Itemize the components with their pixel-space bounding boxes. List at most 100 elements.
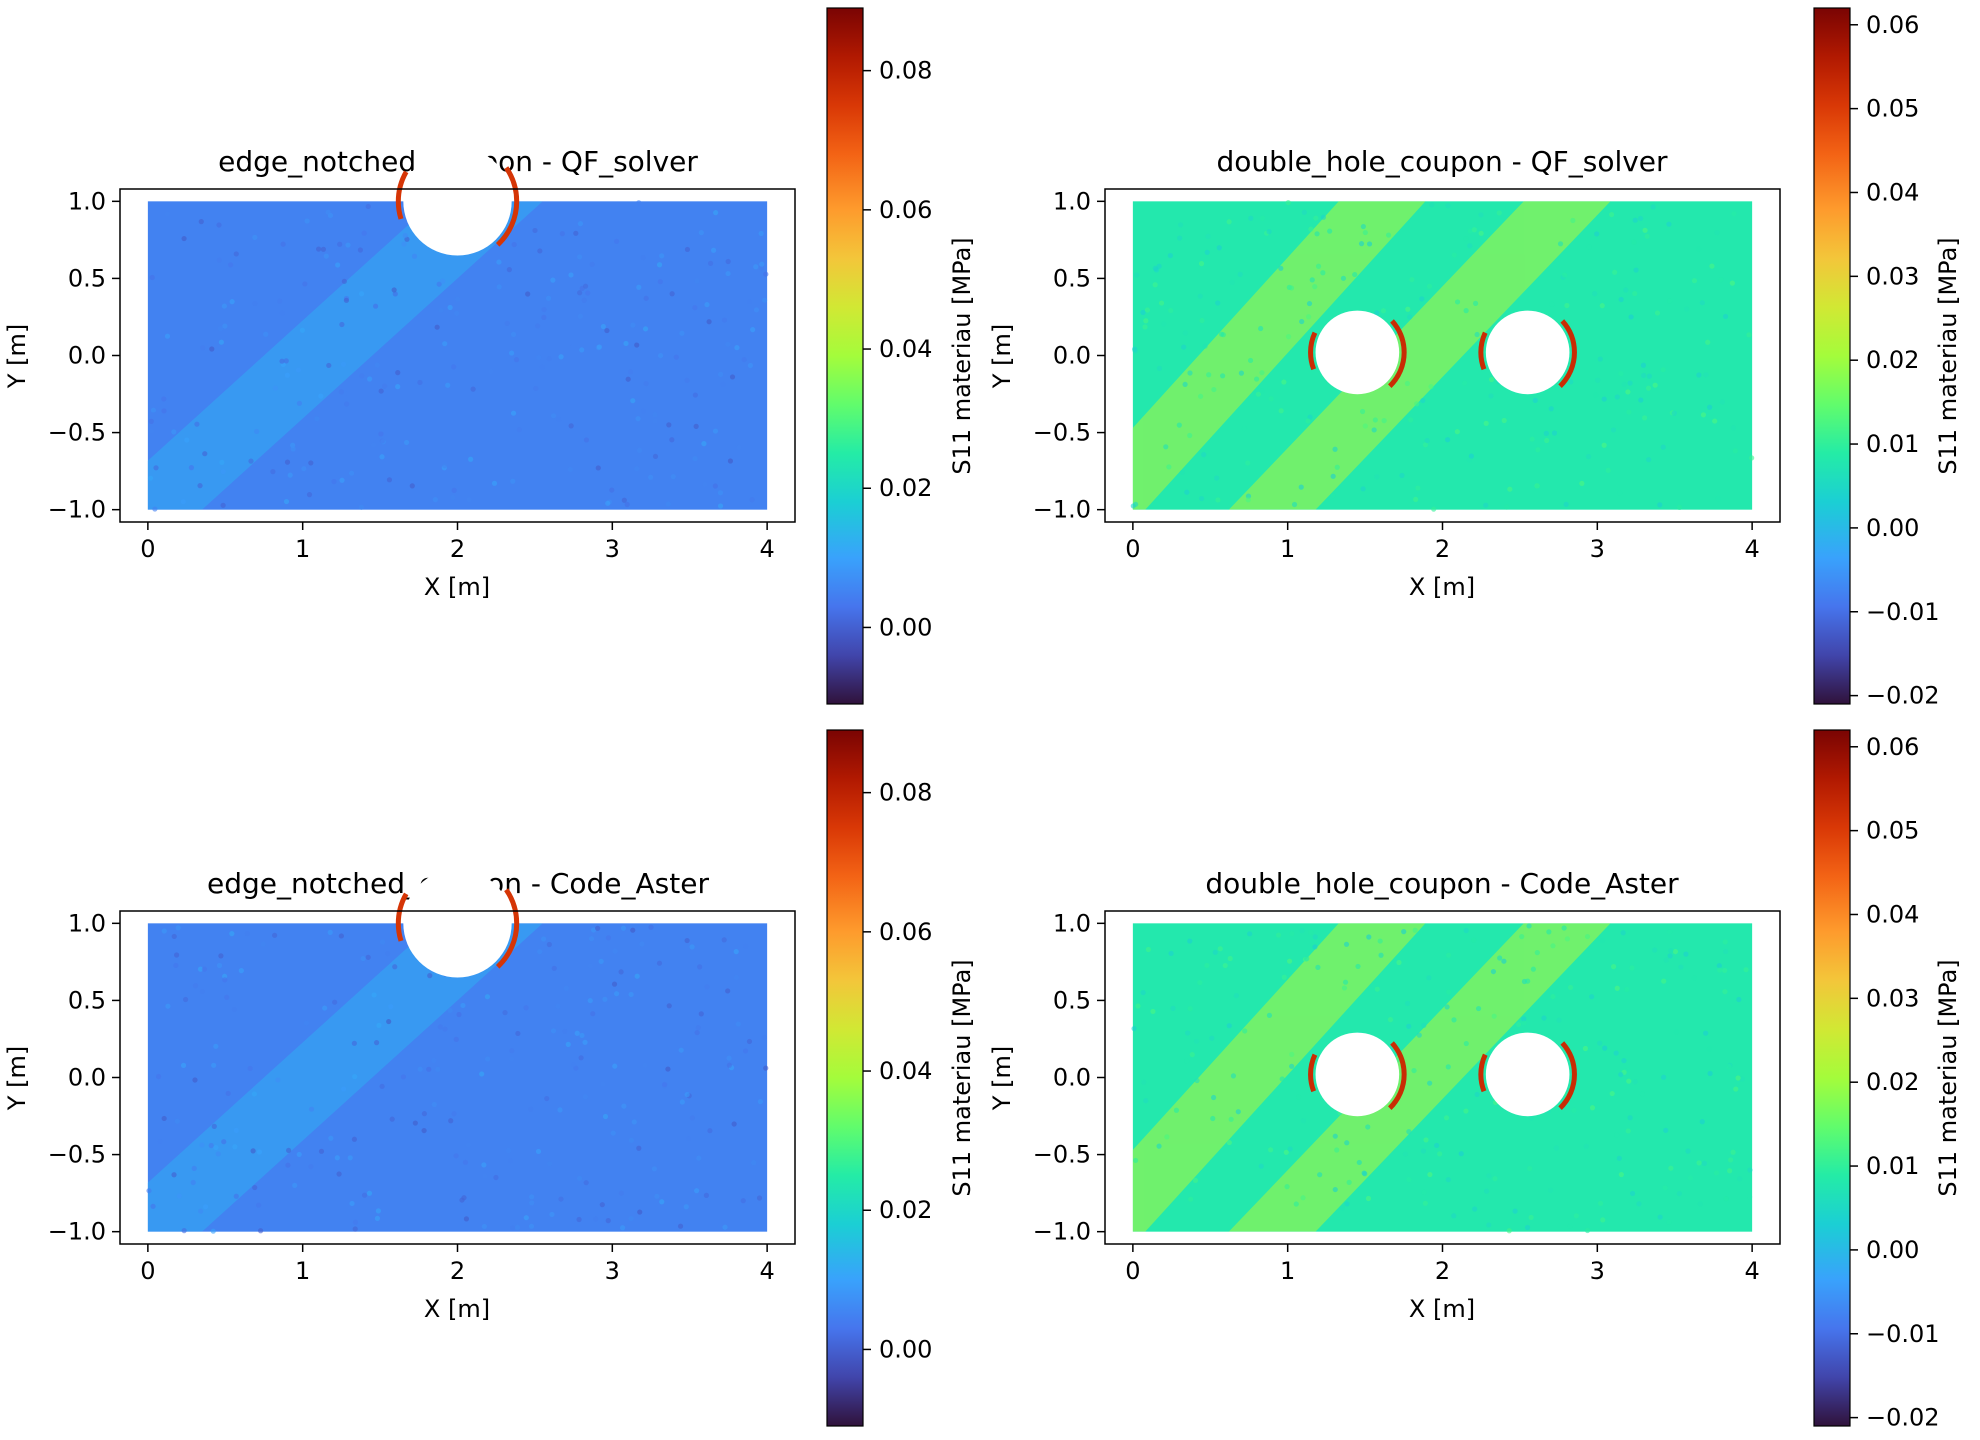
scatter-point <box>361 230 367 236</box>
scatter-point <box>295 367 302 373</box>
scatter-point <box>1719 399 1725 405</box>
scatter-point <box>1258 1163 1264 1169</box>
scatter-point <box>1177 222 1184 228</box>
scatter-point <box>411 253 418 259</box>
scatter-point <box>1412 927 1418 933</box>
scatter-point <box>1255 391 1262 397</box>
scatter-point <box>421 1127 427 1134</box>
panel-double-hole-qf: double_hole_coupon - QF_solver 0 1 2 3 4 1.0… <box>988 7 1962 710</box>
scatter-point <box>456 1011 462 1018</box>
scatter-point <box>1161 321 1167 327</box>
scatter-point <box>372 303 379 309</box>
scatter-point <box>199 988 205 995</box>
scatter-point <box>1657 1214 1663 1220</box>
x-tick-label: 2 <box>450 535 465 563</box>
scatter-point <box>308 460 314 466</box>
scatter-point <box>1618 1071 1624 1078</box>
scatter-point <box>1411 1067 1417 1074</box>
colorbar-label: S11 materiau [MPa] <box>948 959 976 1196</box>
scatter-point <box>374 362 380 368</box>
scatter-point <box>374 1215 381 1221</box>
scatter-point <box>1683 951 1689 957</box>
scatter-point <box>1528 1214 1534 1221</box>
scatter-point <box>562 1028 568 1034</box>
scatter-point <box>1660 367 1666 373</box>
scatter-point <box>541 936 547 942</box>
scatter-point <box>1610 427 1617 433</box>
scatter-point <box>758 230 764 237</box>
scatter-point <box>648 474 654 480</box>
scatter-point <box>1245 497 1251 503</box>
scatter-point <box>733 949 739 955</box>
scatter-point <box>1344 1201 1350 1207</box>
scatter-point <box>684 246 691 253</box>
y-tick-label: 1.0 <box>1053 187 1091 215</box>
scatter-point <box>652 418 658 424</box>
scatter-point <box>669 437 675 443</box>
scatter-point <box>1550 943 1556 949</box>
scatter-point <box>534 323 541 329</box>
scatter-point <box>316 246 322 252</box>
scatter-point <box>1713 1170 1720 1176</box>
scatter-point <box>284 459 291 465</box>
scatter-point <box>1601 396 1607 402</box>
scatter-point <box>1309 277 1315 283</box>
scatter-point <box>1707 1070 1713 1077</box>
scatter-point <box>577 254 583 260</box>
scatter-point <box>1189 1052 1195 1058</box>
scatter-point <box>1589 1105 1596 1111</box>
scatter-point <box>1467 228 1473 234</box>
scatter-point <box>1701 1160 1707 1166</box>
scatter-point <box>610 1130 616 1136</box>
scatter-point <box>216 257 222 263</box>
scatter-point <box>1478 230 1484 236</box>
scatter-point <box>1143 318 1149 324</box>
scatter-point <box>1423 1137 1429 1143</box>
scatter-point <box>694 1029 700 1036</box>
y-tick-label: 0.5 <box>68 264 106 292</box>
scatter-point <box>712 483 718 489</box>
scatter-point <box>247 1065 253 1072</box>
scatter-point <box>434 324 440 330</box>
scatter-point <box>335 262 341 268</box>
scatter-point <box>670 474 676 480</box>
scatter-point <box>1691 278 1698 284</box>
scatter-point <box>585 290 591 296</box>
scatter-point <box>442 1026 448 1032</box>
scatter-point <box>537 248 543 254</box>
scatter-point <box>301 466 307 472</box>
hole <box>403 147 512 256</box>
scatter-point <box>1365 1124 1371 1130</box>
scatter-point <box>1320 270 1326 276</box>
scatter-point <box>582 1039 588 1045</box>
scatter-point <box>725 270 731 277</box>
scatter-point <box>1614 394 1620 400</box>
scatter-point <box>161 396 167 402</box>
colorbar-tick-label: 0.04 <box>1866 900 1919 928</box>
scatter-point <box>1705 339 1711 345</box>
scatter-point <box>1421 1189 1427 1195</box>
scatter-point <box>1168 950 1174 957</box>
scatter-point <box>602 996 608 1002</box>
x-axis-label: X [m] <box>424 573 490 601</box>
scatter-point <box>447 1007 453 1013</box>
scatter-point <box>181 1228 187 1234</box>
scatter-point <box>1454 429 1460 435</box>
scatter-point <box>1528 1115 1535 1121</box>
scatter-point <box>600 323 606 330</box>
scatter-point <box>621 497 627 503</box>
scatter-point <box>148 428 154 434</box>
scatter-point <box>1304 956 1310 962</box>
scatter-point <box>357 247 364 253</box>
scatter-point <box>1176 422 1182 428</box>
scatter-point <box>712 428 719 434</box>
scatter-point <box>1143 1098 1149 1104</box>
scatter-point <box>725 341 731 347</box>
scatter-point <box>1746 332 1752 338</box>
scatter-point <box>727 458 734 464</box>
scatter-point <box>689 944 695 950</box>
scatter-point <box>1381 418 1387 424</box>
scatter-point <box>344 401 350 407</box>
scatter-point <box>1515 1021 1522 1028</box>
scatter-point <box>221 1139 227 1145</box>
